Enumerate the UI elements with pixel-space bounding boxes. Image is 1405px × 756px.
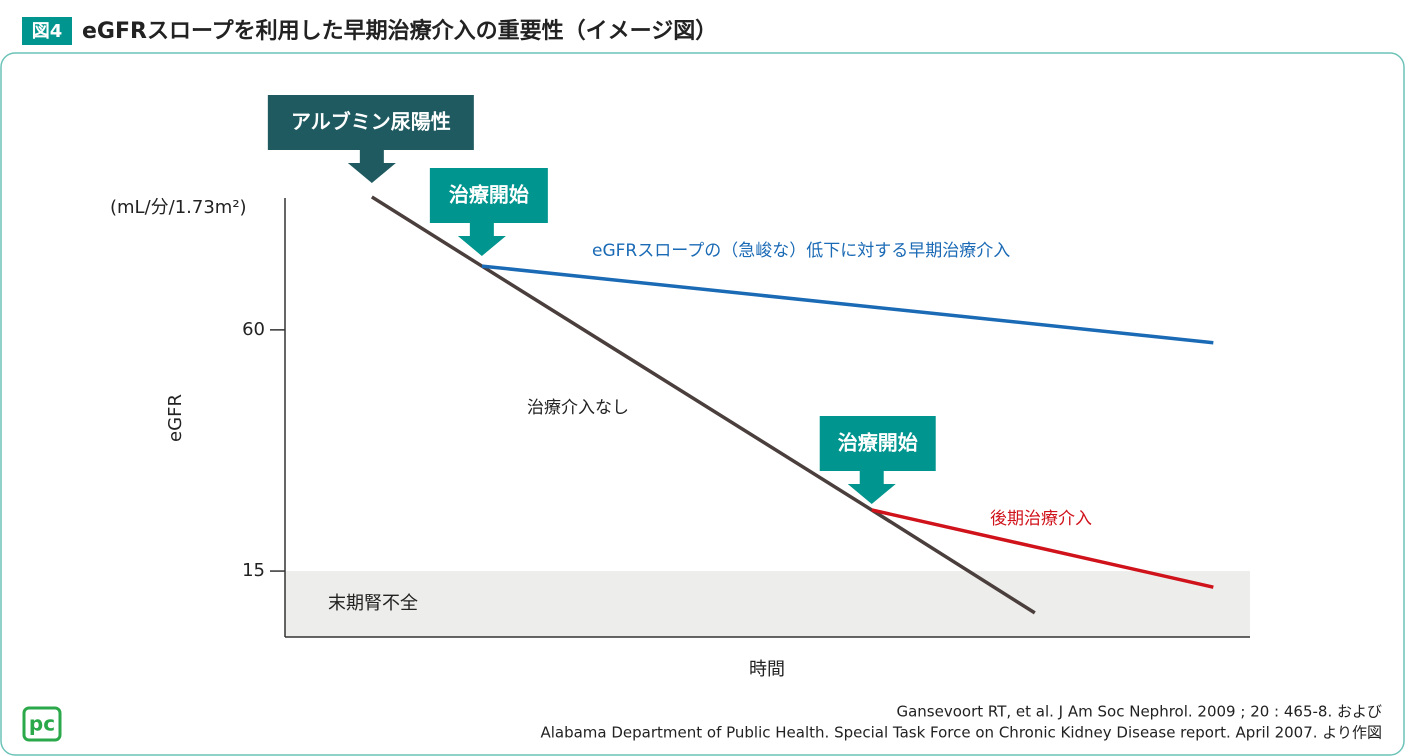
- marker-arrow: [847, 471, 896, 504]
- marker-label: アルブミン尿陽性: [291, 110, 451, 134]
- y-tick-label: 15: [242, 560, 265, 581]
- band-label: 末期腎不全: [328, 593, 418, 614]
- marker-box: [267, 95, 474, 150]
- y-axis-label: eGFR: [165, 394, 186, 442]
- y-tick-label: 60: [242, 319, 265, 340]
- marker-box: [819, 416, 936, 471]
- marker-label: 治療開始: [449, 183, 529, 207]
- figure-label: 図4: [32, 21, 63, 42]
- chart-title: eGFRスロープを利用した早期治療介入の重要性（イメージ図）: [82, 18, 717, 44]
- marker-label: 治療開始: [838, 431, 918, 455]
- series-label: eGFRスロープの（急峻な）低下に対する早期治療介入: [592, 241, 1010, 261]
- series-line: [481, 264, 1214, 345]
- x-axis-label: 時間: [749, 659, 785, 680]
- series-line: [370, 195, 1036, 615]
- marker-arrow: [347, 150, 396, 183]
- logo: [22, 706, 62, 742]
- series-label: 後期治療介入: [990, 509, 1092, 529]
- figure-badge: [22, 17, 72, 45]
- source: Gansevoort RT, et al. J Am Soc Nephrol. …: [896, 703, 1382, 721]
- band: [285, 571, 1250, 637]
- series-label: 治療介入なし: [527, 398, 629, 418]
- logo-text: pc: [29, 712, 55, 736]
- source: Alabama Department of Public Health. Spe…: [540, 724, 1382, 742]
- y-unit: (mL/分/1.73m²): [110, 197, 247, 218]
- marker-box: [429, 168, 548, 223]
- series-line: [871, 508, 1214, 589]
- frame: [0, 52, 1405, 756]
- marker-arrow: [457, 223, 506, 256]
